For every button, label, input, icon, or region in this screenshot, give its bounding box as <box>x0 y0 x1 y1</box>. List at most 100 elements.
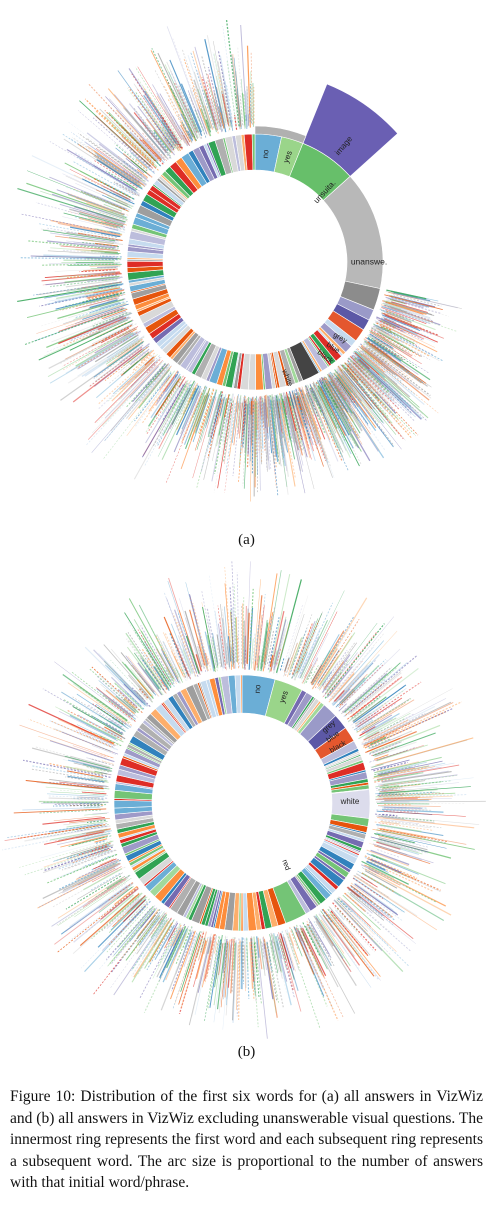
sunburst-ray <box>121 136 157 170</box>
sunburst-ray <box>194 935 214 1015</box>
sunburst-ray <box>107 104 158 159</box>
sunburst-ray <box>250 107 252 126</box>
sunburst-ray <box>338 703 347 712</box>
sunburst-ray <box>352 888 390 919</box>
sunburst-ray <box>222 945 231 1030</box>
sunburst-ray <box>361 347 396 376</box>
sunburst-ray <box>71 671 135 721</box>
sunburst-ray <box>59 244 117 251</box>
sunburst-ray <box>312 385 337 434</box>
sunburst-ray <box>115 111 162 161</box>
sunburst-ray <box>294 646 310 681</box>
sunburst-ray <box>354 363 363 372</box>
sunburst-ray <box>385 318 431 339</box>
sunburst-ray <box>377 327 431 357</box>
sunburst-ray <box>233 57 242 129</box>
sunburst-ray <box>284 929 300 971</box>
sunburst-ray <box>87 308 127 323</box>
sunburst-ray <box>139 698 147 706</box>
sunburst-ray <box>125 186 139 195</box>
sunburst-ray <box>189 596 209 672</box>
sunburst-ray <box>332 912 347 929</box>
sunburst-ray <box>291 397 295 409</box>
sunburst-ray <box>367 719 409 741</box>
sunburst-ray <box>305 393 315 415</box>
sunburst-ray <box>204 938 215 984</box>
sunburst-ray <box>83 179 135 205</box>
sunburst-ray <box>192 50 217 131</box>
sunburst-ray <box>246 938 250 999</box>
sunburst-ray <box>364 857 376 863</box>
sunburst-ray <box>13 808 107 814</box>
sunburst-ray <box>57 879 128 926</box>
sunburst-ray <box>101 156 145 187</box>
sunburst-ray <box>56 286 121 300</box>
sunburst-ray <box>126 374 173 437</box>
sunburst-ray <box>119 344 144 363</box>
sunburst-ray <box>381 315 406 326</box>
sunburst-ray <box>79 269 115 273</box>
sunburst-ray <box>99 894 134 924</box>
sunburst-ray <box>198 389 215 434</box>
sunburst-ray <box>374 326 387 334</box>
sunburst-ray <box>198 396 209 424</box>
sunburst-ray <box>168 638 188 681</box>
sunburst-ray <box>377 849 400 858</box>
sunburst-ray <box>136 168 149 179</box>
sunburst-ray <box>249 398 252 420</box>
sunburst-ray <box>120 344 140 359</box>
sunburst-ray <box>223 396 235 465</box>
sunburst-ray <box>44 284 123 299</box>
sunburst-ray <box>302 927 327 977</box>
sunburst-ray <box>370 759 410 771</box>
sunburst-ray <box>89 265 121 267</box>
sunburst-ray <box>70 330 138 372</box>
sunburst-ray <box>291 620 316 679</box>
sunburst-ray <box>161 126 180 151</box>
sunburst-ray <box>60 835 108 848</box>
sunburst-ray <box>101 308 128 320</box>
sunburst-ray <box>116 886 133 900</box>
sunburst-ray <box>101 194 131 208</box>
sunburst-ray <box>236 938 240 1017</box>
sunburst-ray <box>381 307 427 325</box>
sunburst-ray <box>244 938 247 989</box>
sunburst-ray <box>391 301 428 313</box>
sunburst-ray <box>200 396 222 473</box>
sunburst-ray <box>358 359 370 370</box>
sunburst-ray <box>86 331 134 360</box>
sunburst-ray <box>147 128 172 159</box>
sunburst-ray <box>79 100 151 167</box>
sunburst-ray <box>194 46 219 131</box>
sunburst-ray <box>364 351 402 382</box>
sunburst-ray <box>61 731 119 755</box>
sunburst-ray <box>287 642 298 671</box>
sunburst-ray <box>80 835 108 842</box>
sunburst-ray <box>349 892 385 921</box>
sunburst-ray <box>390 301 432 316</box>
sunburst-ray <box>324 623 385 699</box>
sunburst-ray <box>288 396 292 407</box>
sunburst-ray <box>273 650 278 665</box>
sunburst-ray <box>190 933 198 955</box>
sunburst-ray <box>175 385 200 436</box>
sunburst-ray <box>123 160 142 176</box>
sunburst-ray <box>78 285 117 294</box>
sunburst-ray <box>377 815 480 825</box>
sunburst-ray <box>359 698 411 731</box>
sunburst-ray <box>125 173 139 184</box>
sunburst-ray <box>289 927 299 949</box>
sunburst-ray <box>205 395 216 429</box>
sunburst-ray <box>99 715 124 731</box>
sunburst-ray <box>252 633 256 664</box>
sunburst-ray <box>151 912 168 935</box>
sunburst-ray <box>82 855 110 868</box>
sunburst-ray <box>208 82 221 128</box>
sunburst-ray <box>96 195 130 211</box>
sunburst-ray <box>372 326 393 339</box>
sunburst-ray <box>277 935 287 970</box>
sunburst-ray <box>236 397 242 440</box>
sunburst-ray <box>178 924 186 938</box>
sunburst-ray <box>67 759 108 771</box>
sunburst-ray <box>162 387 189 436</box>
